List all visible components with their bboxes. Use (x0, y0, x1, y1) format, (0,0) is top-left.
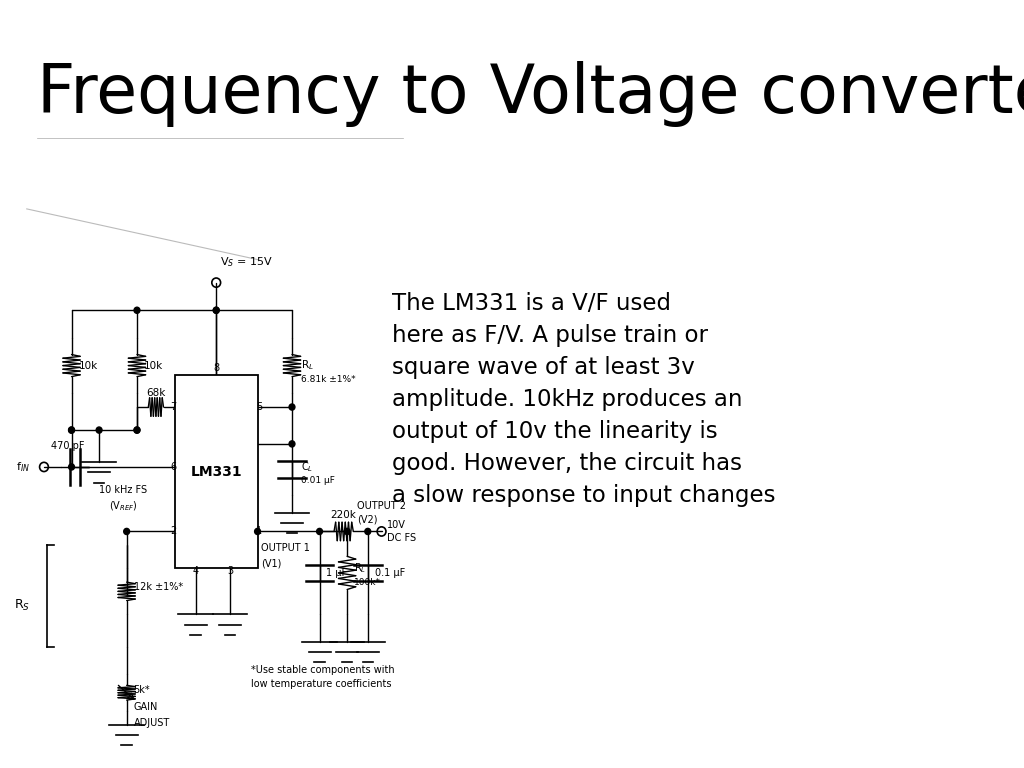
Text: ADJUST: ADJUST (133, 717, 170, 728)
Text: 12k ±1%*: 12k ±1%* (133, 581, 182, 592)
Text: R$_L$: R$_L$ (301, 359, 313, 372)
Circle shape (344, 528, 350, 535)
Text: C$_L$: C$_L$ (301, 460, 313, 474)
Text: 10k: 10k (79, 360, 97, 371)
Text: 68k: 68k (146, 388, 166, 399)
Text: Frequency to Voltage converter: Frequency to Voltage converter (37, 61, 1024, 127)
Text: 470 pF: 470 pF (51, 441, 84, 452)
Text: 0.1 μF: 0.1 μF (375, 568, 404, 578)
Text: 220k: 220k (331, 510, 356, 521)
Circle shape (69, 464, 75, 470)
Text: 5k*: 5k* (133, 685, 151, 696)
Circle shape (289, 441, 295, 447)
Circle shape (134, 427, 140, 433)
Text: GAIN: GAIN (133, 701, 158, 712)
Text: 1 μF: 1 μF (327, 568, 347, 578)
Text: LM331: LM331 (190, 465, 242, 478)
Circle shape (124, 528, 130, 535)
Text: 10V: 10V (387, 519, 406, 530)
Text: 0.01 μF: 0.01 μF (301, 476, 335, 485)
Text: 10 kHz FS: 10 kHz FS (99, 485, 147, 495)
Text: 3: 3 (227, 565, 233, 576)
Circle shape (289, 404, 295, 410)
Text: R$_L$: R$_L$ (354, 561, 367, 575)
Circle shape (255, 528, 260, 535)
Bar (175, 375, 258, 568)
Circle shape (134, 427, 140, 433)
Text: OUTPUT 2: OUTPUT 2 (357, 501, 407, 511)
Text: (V$_{REF}$): (V$_{REF}$) (109, 499, 137, 513)
Text: 1: 1 (256, 526, 262, 537)
Text: (V2): (V2) (357, 515, 378, 525)
Circle shape (69, 427, 75, 433)
Text: 10k: 10k (144, 360, 163, 371)
Circle shape (316, 528, 323, 535)
Text: OUTPUT 1: OUTPUT 1 (261, 542, 310, 553)
Circle shape (213, 307, 219, 313)
Text: 100k*: 100k* (354, 578, 381, 587)
Text: 4: 4 (193, 565, 199, 576)
Text: f$_{IN}$: f$_{IN}$ (16, 460, 30, 474)
Circle shape (96, 427, 102, 433)
Circle shape (213, 307, 219, 313)
Circle shape (365, 528, 371, 535)
Text: 8: 8 (213, 362, 219, 373)
Text: 7: 7 (170, 402, 176, 412)
Text: *Use stable components with: *Use stable components with (251, 664, 394, 675)
Text: The LM331 is a V/F used
here as F/V. A pulse train or
square wave of at least 3v: The LM331 is a V/F used here as F/V. A p… (392, 292, 775, 507)
Text: V$_S$ = 15V: V$_S$ = 15V (220, 255, 272, 269)
Text: 2: 2 (170, 526, 176, 537)
Text: DC FS: DC FS (387, 533, 416, 544)
Circle shape (69, 427, 75, 433)
Text: low temperature coefficients: low temperature coefficients (251, 678, 391, 689)
Text: R$_S$: R$_S$ (14, 598, 30, 613)
Text: 6.81k ±1%*: 6.81k ±1%* (301, 375, 355, 384)
Circle shape (134, 307, 140, 313)
Text: 6: 6 (170, 462, 176, 472)
Text: (V1): (V1) (261, 558, 282, 569)
Text: 5: 5 (256, 402, 262, 412)
